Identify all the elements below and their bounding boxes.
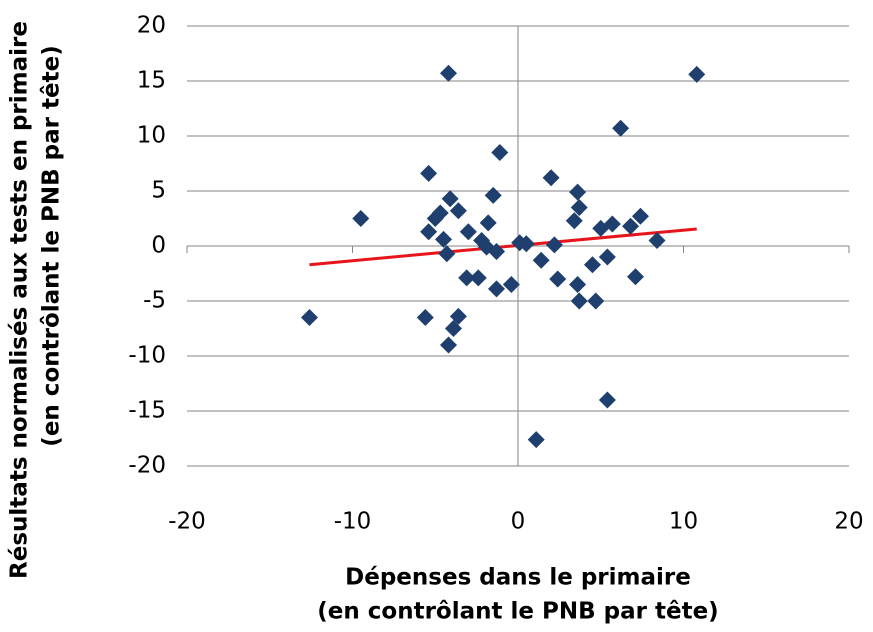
x-tick-label: -10 xyxy=(334,509,372,535)
point xyxy=(449,202,467,220)
point xyxy=(300,309,318,326)
y-tick-label: 5 xyxy=(151,178,166,204)
point xyxy=(688,65,706,83)
point xyxy=(598,391,616,409)
point xyxy=(420,223,438,241)
point xyxy=(532,251,550,269)
point xyxy=(583,256,601,274)
point xyxy=(459,223,477,241)
point xyxy=(502,276,520,293)
y-tick-label: 15 xyxy=(137,68,166,94)
point xyxy=(487,280,505,298)
x-tick-label: 20 xyxy=(834,509,863,535)
y-tick-label: -15 xyxy=(128,398,166,424)
point xyxy=(542,169,560,187)
point xyxy=(431,204,449,222)
x-tick-label: 10 xyxy=(669,509,698,535)
point xyxy=(469,269,487,287)
x-tick-label: -20 xyxy=(168,509,206,535)
point xyxy=(517,235,535,253)
y-tick-label: 20 xyxy=(137,13,166,39)
y-tick-label: -5 xyxy=(143,288,166,314)
point xyxy=(592,219,610,237)
point xyxy=(527,431,545,449)
point xyxy=(435,230,453,248)
trend-line xyxy=(309,227,697,267)
point xyxy=(438,245,456,263)
point xyxy=(416,309,434,326)
point xyxy=(352,210,370,227)
y-tick-label: 10 xyxy=(137,123,166,149)
point xyxy=(587,292,605,310)
point xyxy=(570,292,588,310)
point xyxy=(570,199,588,216)
point xyxy=(598,248,616,266)
point xyxy=(549,270,567,288)
point xyxy=(487,243,505,260)
point xyxy=(569,276,587,293)
x-axis-title: Dépenses dans le primaire xyxy=(345,565,691,591)
y-axis-title: Résultats normalisés aux tests en primai… xyxy=(7,21,33,579)
point xyxy=(479,214,497,232)
x-tick-label: 0 xyxy=(511,509,526,535)
point xyxy=(622,217,640,235)
point xyxy=(439,64,457,82)
y-tick-label: -20 xyxy=(128,453,166,479)
point xyxy=(648,232,666,249)
point xyxy=(565,212,583,230)
point xyxy=(627,268,645,286)
point xyxy=(420,164,438,182)
y-tick-label: 0 xyxy=(151,233,166,259)
point xyxy=(444,320,462,337)
x-axis-title: (en contrôlant le PNB par tête) xyxy=(317,599,718,625)
point xyxy=(491,144,509,161)
y-axis-title: (en contrôlant le PNB par tête) xyxy=(39,45,65,446)
point xyxy=(458,269,476,287)
point xyxy=(449,307,467,325)
point xyxy=(612,119,630,137)
point xyxy=(484,186,502,204)
point xyxy=(441,190,459,208)
y-tick-label: -10 xyxy=(128,343,166,369)
point xyxy=(545,236,563,254)
point xyxy=(439,336,457,354)
point xyxy=(631,207,649,225)
point xyxy=(569,183,587,201)
